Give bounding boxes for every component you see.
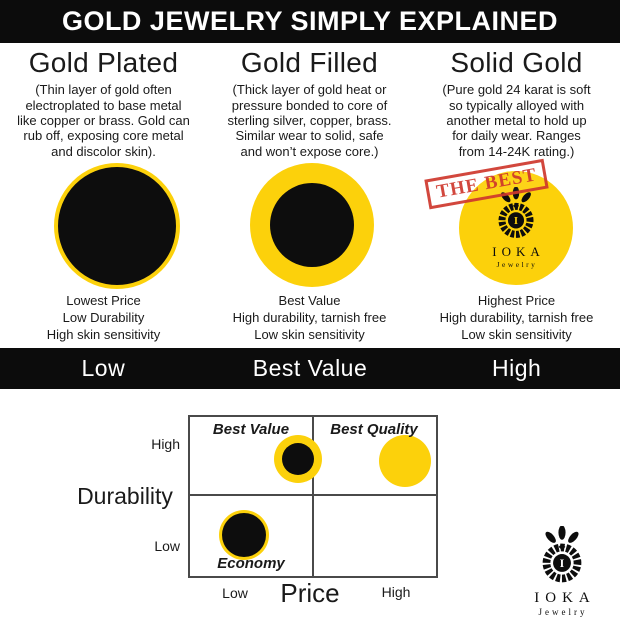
column-title-gold-filled: Gold Filled: [240, 47, 379, 78]
ioka-logo-name: IOKA: [492, 244, 545, 259]
chart-point-best-value: [274, 435, 322, 483]
quadrant-label-best-value: Best Value: [212, 421, 290, 438]
chart-vertical-divider: [312, 417, 314, 576]
chart-point-economy: [219, 510, 269, 560]
y-axis-tick-high: High: [151, 436, 180, 452]
ioka-logo-subtitle: Jewelry: [538, 607, 588, 617]
x-axis-label-price: Price: [280, 578, 340, 608]
solid-gold-circle-icon: I IOKA Jewelry: [459, 171, 573, 285]
scale-label-high: High: [492, 355, 542, 381]
price-durability-chart: Best Value Best Quality Economy: [188, 415, 438, 578]
x-axis-tick-high: High: [381, 584, 411, 600]
ioka-crest-icon: I: [498, 187, 534, 238]
scale-label-best-value: Best Value: [252, 355, 368, 381]
chart-horizontal-divider: [190, 494, 436, 496]
ioka-logo-badge: I IOKA Jewelry: [487, 187, 545, 269]
ioka-logo-name: IOKA: [534, 590, 596, 606]
column-gold-filled: Gold Filled (Thick layer of gold heat or…: [206, 47, 413, 159]
y-axis-label-durability: Durability: [77, 483, 173, 509]
scale-bar: Low Best Value High: [0, 348, 620, 389]
header-bar: GOLD JEWELRY SIMPLY EXPLAINED: [0, 0, 620, 43]
attributes-solid-gold: Highest Price High durability, tarnish f…: [439, 293, 594, 342]
quadrant-label-best-quality: Best Quality: [330, 421, 418, 438]
column-solid-gold: Solid Gold (Pure gold 24 karat is soft s…: [413, 47, 620, 159]
page-title: GOLD JEWELRY SIMPLY EXPLAINED: [61, 6, 559, 36]
column-title-gold-plated: Gold Plated: [28, 47, 179, 78]
attributes-gold-filled: Best Value High durability, tarnish free…: [232, 293, 387, 342]
column-title-solid-gold: Solid Gold: [450, 47, 583, 78]
chart-point-best-quality: [379, 435, 431, 487]
ioka-logo-subtitle: Jewelry: [496, 260, 538, 269]
ioka-logo-footer: I IOKA Jewelry: [512, 526, 612, 617]
attributes-gold-plated: Lowest Price Low Durability High skin se…: [46, 293, 161, 342]
column-gold-plated: Gold Plated (Thin layer of gold often el…: [0, 47, 207, 159]
x-axis-tick-low: Low: [222, 585, 248, 601]
y-axis-tick-low: Low: [154, 538, 180, 554]
column-description-solid-gold: (Pure gold 24 karat is soft so typically…: [442, 82, 591, 159]
gold-filled-core-icon: [270, 183, 354, 267]
gold-filled-circle-icon: [250, 163, 374, 287]
ioka-monogram: I: [560, 556, 565, 570]
scale-label-low: Low: [81, 355, 126, 381]
chart-point-best-value-core: [282, 443, 314, 475]
chart-point-economy-core: [222, 513, 266, 557]
quadrant-label-economy: Economy: [217, 555, 285, 572]
ioka-monogram: I: [514, 215, 518, 227]
column-description-gold-filled: (Thick layer of gold heat or pressure bo…: [227, 82, 392, 159]
ioka-crest-icon: I: [542, 526, 582, 583]
column-description-gold-plated: (Thin layer of gold often electroplated …: [17, 82, 190, 159]
gold-plated-circle-icon: [54, 163, 180, 289]
